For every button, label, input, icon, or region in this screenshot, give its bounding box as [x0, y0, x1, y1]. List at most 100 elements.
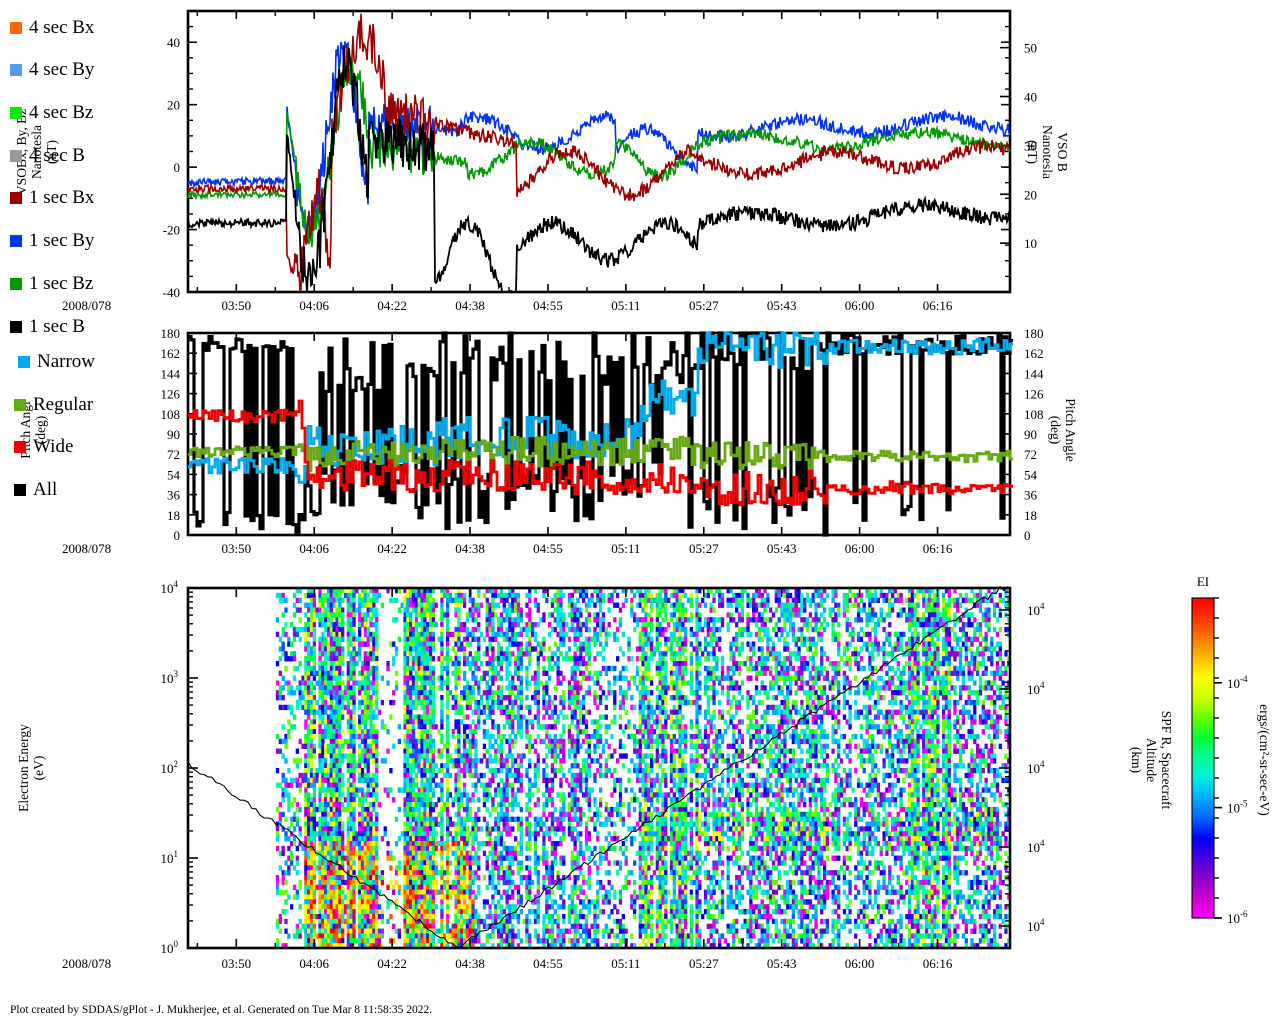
- panel1-ytick-left: 0: [174, 160, 181, 175]
- svg-text:Nanotesla: Nanotesla: [1040, 125, 1055, 179]
- panel1-ytick-right: 20: [1024, 187, 1037, 202]
- panel2-ytick-left: 162: [161, 346, 181, 361]
- panel2-xtick: 05:43: [767, 541, 797, 555]
- panel1-series: [187, 45, 1011, 294]
- panel3-ytick-left: 102: [161, 759, 179, 776]
- colorbar-tick: 10-5: [1227, 799, 1248, 816]
- panel3-ytick-left: 101: [161, 849, 179, 866]
- panel1-ytick-left: 20: [167, 98, 180, 113]
- panel3-ytick-right: 104: [1027, 838, 1045, 855]
- legend-swatch-icon: [10, 63, 22, 76]
- legend-item-all[interactable]: All: [14, 480, 57, 499]
- spacecraft-altitude-trace: [187, 586, 1009, 949]
- svg-text:VSO B: VSO B: [1055, 132, 1070, 171]
- panel1-ytick-left: -20: [163, 223, 180, 238]
- panel3-xtick: 03:50: [221, 956, 251, 971]
- panel3-ylabel-left: Electron Energy (eV): [16, 724, 46, 812]
- legend-item-label: 1 sec Bz: [29, 273, 94, 294]
- panel-magnetic-field: -40 -20 0 20 40 10 20 30 40 50 03:50 04:06 04:22 04:3…: [14, 9, 1070, 313]
- svg-text:(deg): (deg): [1048, 416, 1063, 444]
- legend-item-label: Regular: [33, 394, 94, 415]
- legend-item-1-sec-by[interactable]: 1 sec By: [10, 231, 94, 250]
- panel1-xtick: 05:27: [689, 298, 719, 313]
- svg-text:(nT): (nT): [44, 140, 59, 164]
- panel2-ytick-right: 144: [1024, 366, 1044, 381]
- panel3-ytick-left: 104: [161, 579, 179, 596]
- colorbar-gradient: [1192, 598, 1214, 918]
- legend-swatch-icon: [18, 355, 30, 368]
- panel2-ylabel-right: Pitch Angle(deg): [1048, 398, 1078, 461]
- panel3-xtick: 04:38: [455, 956, 485, 971]
- legend-item-label: All: [33, 479, 58, 500]
- legend-item-1-sec-b[interactable]: 1 sec B: [10, 317, 85, 336]
- legend-item-4-sec-by[interactable]: 4 sec By: [10, 60, 94, 79]
- legend-item-label: Wide: [33, 436, 74, 457]
- panel3-ytick-right: 104: [1027, 680, 1045, 697]
- panel2-ytick-left: 144: [161, 366, 181, 381]
- panel1-ytick-left: -40: [163, 285, 180, 300]
- panel1-xtick: 04:06: [299, 298, 329, 313]
- legend-item-1-sec-bx[interactable]: 1 sec Bx: [10, 188, 94, 207]
- panel1-xtick: 06:16: [923, 298, 953, 313]
- panel1-ytick-right: 50: [1024, 41, 1037, 56]
- legend-item-narrow[interactable]: Narrow: [18, 352, 95, 371]
- legend-item-label: 4 sec Bx: [29, 17, 95, 38]
- legend-item-regular[interactable]: Regular: [14, 395, 93, 414]
- colorbar-title: EI: [1197, 574, 1209, 589]
- legend-item-4-sec-bz[interactable]: 4 sec Bz: [10, 103, 93, 122]
- panel2-series: [188, 435, 1013, 473]
- legend-item-4-sec-bx[interactable]: 4 sec Bx: [10, 18, 94, 37]
- panel2-ytick-left: 72: [167, 447, 180, 462]
- panel2-ytick-right: 54: [1024, 467, 1038, 482]
- legend-swatch-icon: [10, 234, 22, 247]
- legend-item-label: Narrow: [37, 351, 96, 372]
- legend-swatch-icon: [10, 149, 22, 162]
- panel3-ytick-left: 103: [161, 669, 179, 686]
- colorbar-tick: 10-4: [1227, 674, 1248, 691]
- legend-swatch-icon: [14, 440, 26, 453]
- panel-electron-spectrogram: 100 101 102 103 104 104 104 104 104 104 03:50 04:06…: [16, 579, 1045, 971]
- panel1-xtick: 03:50: [221, 298, 251, 313]
- panel2-xtick: 06:16: [923, 541, 953, 555]
- legend-swatch-icon: [14, 398, 26, 411]
- panel2-xtick: 05:11: [611, 541, 640, 555]
- panel1-series: [187, 41, 1011, 246]
- legend-item-wide[interactable]: Wide: [14, 437, 73, 456]
- panel2-ytick-left: 126: [161, 387, 181, 402]
- panel1-xtick: 04:38: [455, 298, 485, 313]
- legend-swatch-icon: [14, 483, 26, 496]
- panel3-date-label: 2008/078: [62, 956, 111, 971]
- panel2-xtick: 03:50: [221, 541, 251, 555]
- panel3-xtick: 04:06: [299, 956, 329, 971]
- panel2-ytick-left: 0: [174, 528, 181, 543]
- panel2-ytick-left: 54: [167, 467, 181, 482]
- legend-item-1-sec-bz[interactable]: 1 sec Bz: [10, 274, 93, 293]
- legend-swatch-icon: [10, 191, 22, 204]
- svg-text:Nanotesla: Nanotesla: [29, 125, 44, 179]
- panel3-ytick-left: 100: [161, 939, 179, 956]
- svg-text:(deg): (deg): [33, 416, 48, 444]
- panel2-ytick-right: 126: [1024, 387, 1044, 402]
- panel3-xtick: 04:55: [533, 956, 563, 971]
- panel2-series: [188, 399, 1013, 507]
- panel3-xtick: 05:43: [767, 956, 797, 971]
- panel2-ytick-right: 180: [1024, 326, 1044, 341]
- colorbar-unit-label: ergs/(cm²-sr-sec-eV): [1257, 704, 1272, 815]
- legend-item-label: 4 sec By: [29, 59, 95, 80]
- legend-item-label: 1 sec By: [29, 230, 95, 251]
- legend-swatch-icon: [10, 21, 22, 34]
- panel2-ytick-left: 36: [167, 488, 181, 503]
- panel1-xtick: 04:55: [533, 298, 563, 313]
- panel1-ytick-right: 30: [1024, 138, 1037, 153]
- legend-item-4-sec-b[interactable]: 4 sec B: [10, 146, 85, 165]
- panel2-xtick: 04:55: [533, 541, 563, 555]
- legend-item-label: 4 sec Bz: [29, 102, 94, 123]
- panel1-xtick: 06:00: [845, 298, 875, 313]
- panel2-xtick: 05:27: [689, 541, 719, 555]
- colorbar: EI 10-4 10-5 10-6 ergs/(cm²-sr-sec-eV) SPF R,…: [1129, 574, 1272, 926]
- legend-item-label: 1 sec B: [29, 316, 85, 337]
- svg-text:Pitch Angle: Pitch Angle: [1063, 398, 1078, 461]
- panel3-xtick: 06:00: [845, 956, 875, 971]
